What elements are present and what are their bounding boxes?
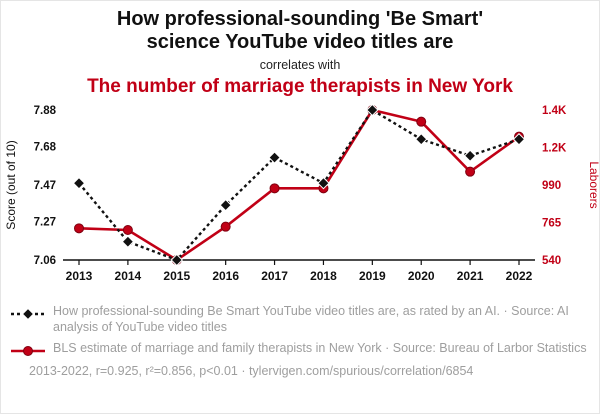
legend: How professional-sounding Be Smart YouTu… [1,300,599,358]
chart-title-line2: science YouTube video titles are [146,31,454,53]
dashed-diamond-marker-icon [11,307,45,321]
svg-text:2018: 2018 [310,269,337,283]
svg-text:2016: 2016 [212,269,239,283]
svg-text:2022: 2022 [506,269,533,283]
svg-text:540: 540 [542,255,561,267]
svg-text:7.47: 7.47 [34,180,56,192]
svg-text:7.27: 7.27 [34,217,56,229]
svg-text:2013: 2013 [66,269,93,283]
svg-text:2019: 2019 [359,269,386,283]
svg-text:Laborers: Laborers [587,161,600,208]
line-chart: 2013 2014 2015 2016 2017 2018 2019 2020 2021 2022… [4,103,600,283]
svg-text:7.06: 7.06 [34,255,56,267]
svg-text:2014: 2014 [115,269,142,283]
stats-footer: 2013-2022, r=0.925, r²=0.856, p<0.01 · t… [29,364,474,379]
legend-label-therapists: BLS estimate of marriage and family ther… [53,341,587,356]
chart-title: How professional-sounding 'Be Smart' sci… [1,8,599,54]
legend-label-score: How professional-sounding Be Smart YouTu… [53,304,569,334]
legend-item-therapists: BLS estimate of marriage and family ther… [11,341,589,358]
svg-text:2015: 2015 [163,269,190,283]
svg-text:2017: 2017 [261,269,288,283]
chart-title-line1: How professional-sounding 'Be Smart' [116,8,484,30]
svg-text:2020: 2020 [408,269,435,283]
correlates-with-label: correlates with [259,58,341,72]
svg-text:7.68: 7.68 [34,142,57,154]
chart-area: 2013 2014 2015 2016 2017 2018 2019 2020 2021 2022… [1,100,600,300]
svg-text:Score (out of 10): Score (out of 10) [4,140,18,229]
svg-text:1.2K: 1.2K [542,143,567,155]
solid-circle-marker-icon [11,346,45,357]
svg-text:990: 990 [542,180,561,192]
svg-text:1.4K: 1.4K [542,105,567,117]
chart-subtitle-red: The number of marriage therapists in New… [87,76,513,97]
legend-item-score: How professional-sounding Be Smart YouTu… [11,304,589,335]
svg-text:765: 765 [542,218,562,230]
svg-text:2021: 2021 [457,269,484,283]
chart-header: How professional-sounding 'Be Smart' sci… [1,1,599,98]
svg-text:7.88: 7.88 [34,105,57,117]
